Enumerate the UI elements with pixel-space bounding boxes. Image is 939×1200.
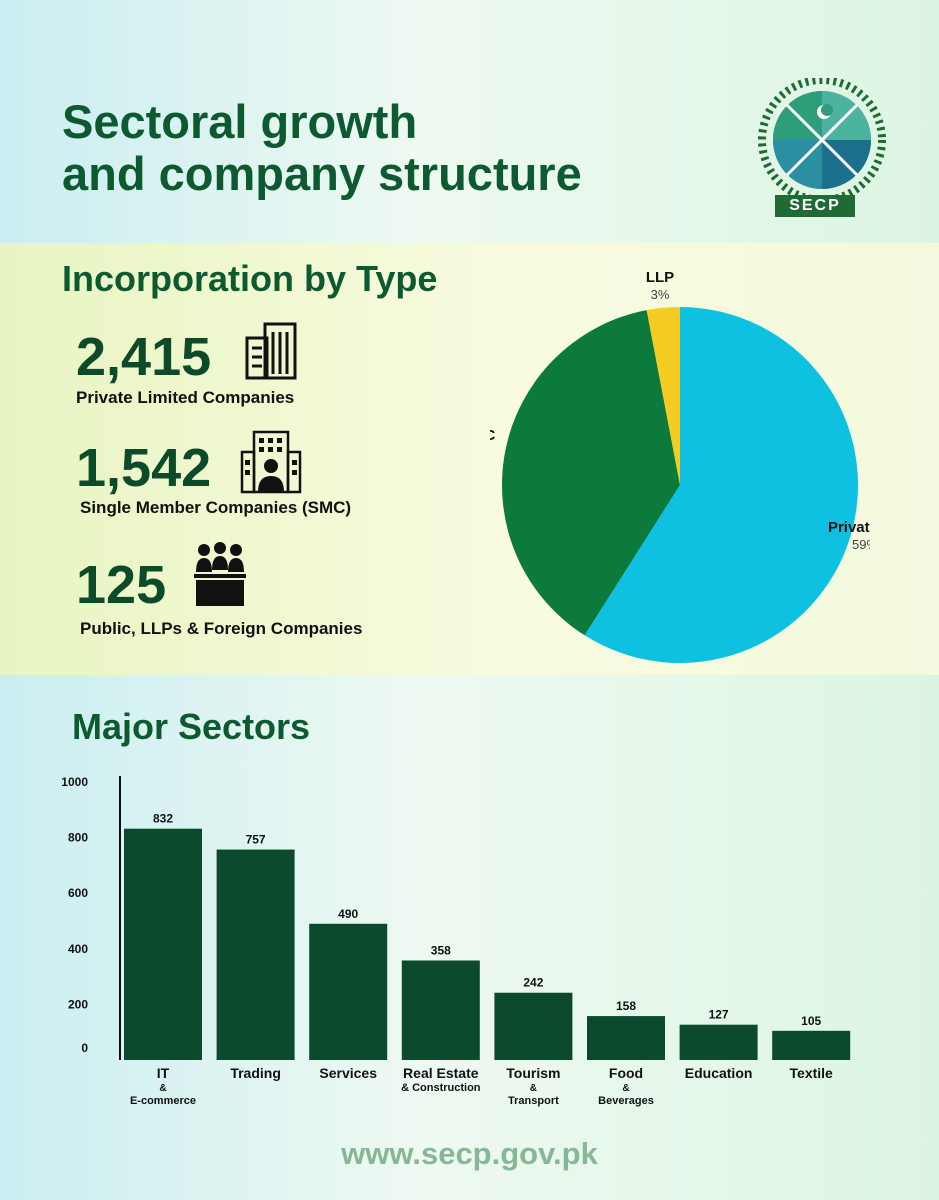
x-category-label: Education: [685, 1065, 753, 1081]
pie-value-private: 59%: [852, 537, 870, 552]
title-line-2: and company structure: [62, 147, 582, 200]
x-category-label: Trading: [230, 1065, 281, 1081]
bar-value-label: 832: [153, 812, 173, 826]
x-category-sublabel: E-commerce: [130, 1095, 196, 1107]
x-category-sublabel: & Construction: [401, 1082, 481, 1094]
y-tick-label: 400: [68, 942, 88, 956]
x-category-label: Tourism: [506, 1065, 560, 1081]
bar: [494, 992, 573, 1060]
secp-logo-text: SECP: [775, 195, 855, 217]
bar-value-label: 242: [523, 976, 543, 990]
smc-count: 1,542: [76, 438, 212, 498]
public-count: 125: [76, 555, 167, 615]
x-category-sublabel: &: [159, 1083, 166, 1094]
pie-label-smc: SMC: [490, 427, 496, 444]
secp-emblem-icon: [758, 78, 886, 204]
pie-slice-private: [584, 307, 858, 663]
bar: [679, 1024, 758, 1060]
pie-slice-smc: [502, 310, 680, 636]
bar-value-label: 757: [246, 833, 266, 847]
bar: [587, 1016, 665, 1060]
website-url[interactable]: www.secp.gov.pk: [341, 1136, 598, 1171]
x-category-sublabel: &: [622, 1083, 629, 1094]
pie-label-llp: LLP: [646, 270, 674, 286]
bar-value-label: 127: [709, 1008, 729, 1022]
y-tick-label: 1000: [61, 775, 88, 789]
private-count: 2,415: [76, 327, 212, 387]
sectors-heading: Major Sectors: [72, 706, 311, 747]
bar: [216, 849, 295, 1060]
bar: [124, 828, 202, 1060]
private-label: Private Limited Companies: [76, 388, 295, 407]
bar: [401, 960, 480, 1060]
sectors-bar-chart: 10008006004002000832IT&E-commerce757Trad…: [61, 775, 851, 1107]
pie-label-private: Private: [828, 519, 870, 536]
incorporation-heading: Incorporation by Type: [62, 258, 438, 299]
office-building-icon: [245, 322, 297, 380]
bar-value-label: 358: [431, 943, 451, 957]
public-label: Public, LLPs & Foreign Companies: [80, 619, 363, 638]
bar-value-label: 105: [801, 1014, 821, 1028]
bar: [772, 1030, 851, 1060]
bar-value-label: 490: [338, 907, 358, 921]
y-tick-label: 0: [81, 1041, 88, 1055]
x-category-label: Real Estate: [403, 1065, 479, 1081]
page-title: Sectoral growth and company structure: [62, 96, 582, 200]
x-category-label: Food: [609, 1065, 643, 1081]
pie-value-llp: 3%: [651, 287, 670, 302]
x-category-sublabel: Transport: [508, 1095, 559, 1107]
x-category-sublabel: &: [530, 1083, 537, 1094]
bar: [309, 923, 388, 1060]
y-tick-label: 600: [68, 886, 88, 900]
x-category-sublabel: Beverages: [598, 1095, 654, 1107]
x-category-label: Services: [319, 1065, 377, 1081]
group-desk-icon: [194, 542, 246, 606]
y-tick-label: 200: [68, 997, 88, 1011]
y-tick-label: 800: [68, 831, 88, 845]
x-category-label: IT: [157, 1065, 170, 1081]
pie-slice-llp: [646, 307, 680, 485]
x-category-label: Textile: [790, 1065, 834, 1081]
title-line-1: Sectoral growth: [62, 95, 418, 148]
person-building-icon: [240, 430, 302, 494]
smc-label: Single Member Companies (SMC): [80, 498, 352, 517]
bar-value-label: 158: [616, 999, 636, 1013]
